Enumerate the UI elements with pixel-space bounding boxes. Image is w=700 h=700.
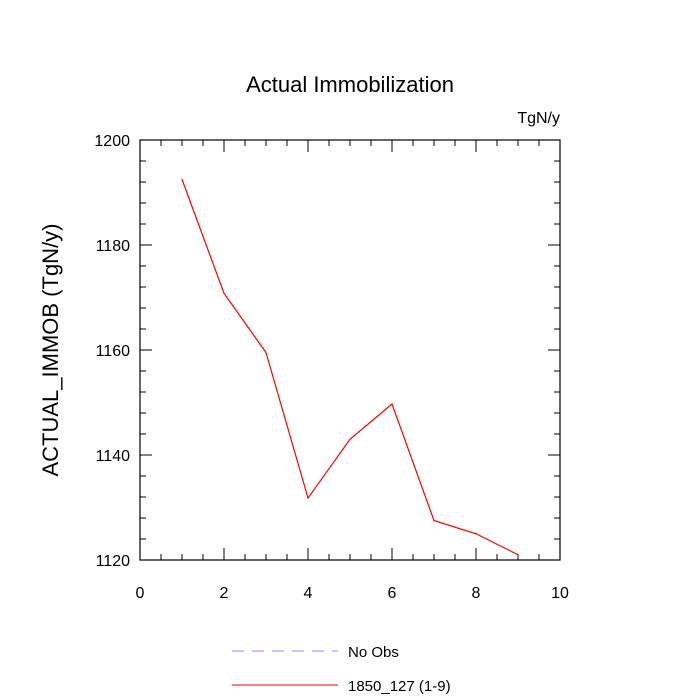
y-axis-label: ACTUAL_IMMOB (TgN/y) — [38, 223, 63, 476]
y-tick-label: 1180 — [96, 238, 131, 255]
data-point — [517, 554, 519, 556]
legend-label-series: 1850_127 (1-9) — [348, 678, 451, 695]
x-tick-label: 0 — [136, 585, 145, 602]
data-point — [181, 178, 183, 180]
chart-title: Actual Immobilization — [246, 72, 454, 97]
x-tick-label: 6 — [388, 585, 397, 602]
legend-label-no-obs: No Obs — [348, 644, 399, 661]
x-tick-label: 10 — [551, 585, 569, 602]
y-tick-label: 1120 — [96, 553, 131, 570]
data-point — [265, 352, 267, 354]
data-point — [475, 533, 477, 535]
x-tick-label: 4 — [304, 585, 313, 602]
x-tick-label: 8 — [472, 585, 481, 602]
plot-frame — [139, 139, 561, 561]
data-point — [391, 403, 393, 405]
y-tick-label: 1200 — [94, 133, 130, 150]
y-tick-label: 1140 — [96, 448, 131, 465]
data-point — [433, 520, 435, 522]
x-tick-label: 2 — [220, 585, 229, 602]
data-point — [307, 497, 309, 499]
units-label: TgN/y — [517, 110, 560, 127]
series-line-0 — [181, 179, 519, 556]
data-point — [223, 292, 225, 294]
y-tick-label: 1160 — [96, 343, 131, 360]
legend: No Obs 1850_127 (1-9) — [232, 644, 451, 695]
data-point — [349, 438, 351, 440]
